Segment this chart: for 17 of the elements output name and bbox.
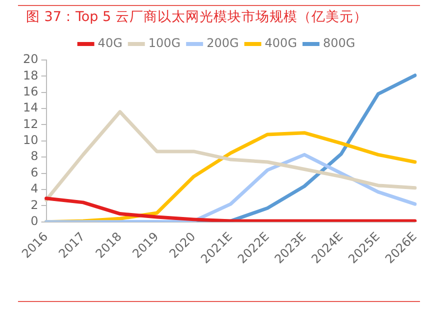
legend-label: 200G	[206, 36, 239, 50]
y-tick-label: 4	[30, 182, 38, 196]
y-tick-label: 14	[22, 100, 38, 115]
y-tick-label: 12	[22, 116, 38, 131]
legend-label: 400G	[264, 36, 297, 50]
chart-title: 图 37：Top 5 云厂商以太网光模块市场规模（亿美元）	[26, 8, 368, 26]
y-tick-label: 6	[30, 165, 38, 180]
legend-label: 800G	[322, 36, 356, 50]
y-tick-label: 18	[22, 68, 38, 82]
y-tick-label: 0	[30, 214, 38, 228]
y-tick-label: 2	[30, 198, 38, 212]
y-tick-label: 10	[22, 133, 38, 148]
y-tick-label: 20	[22, 52, 38, 66]
y-tick-label: 8	[30, 149, 38, 164]
y-tick-label: 16	[22, 84, 38, 98]
legend-label: 100G	[148, 36, 181, 50]
legend-label: 40G	[98, 36, 122, 50]
